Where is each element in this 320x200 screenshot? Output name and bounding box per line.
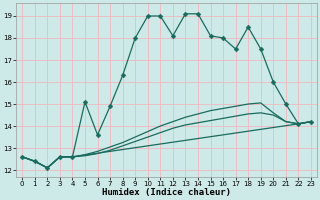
X-axis label: Humidex (Indice chaleur): Humidex (Indice chaleur)	[102, 188, 231, 197]
